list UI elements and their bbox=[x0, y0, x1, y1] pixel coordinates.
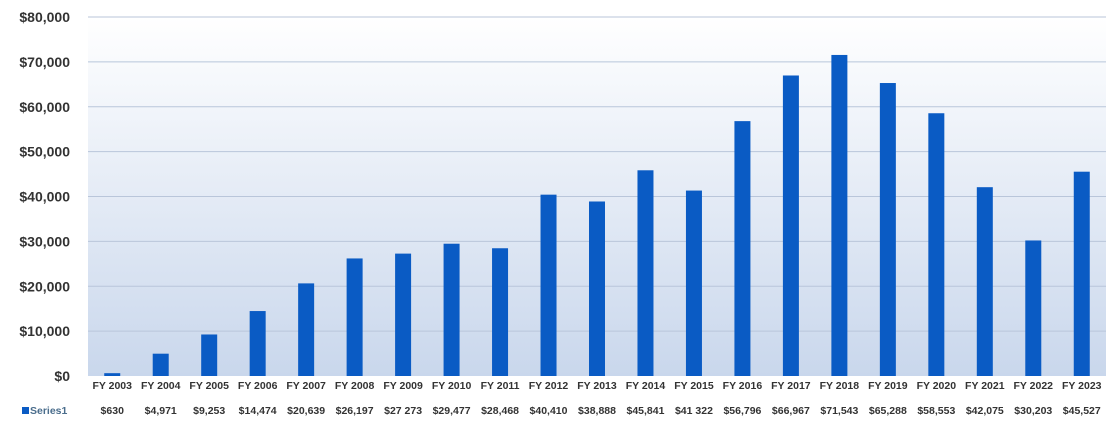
bar bbox=[298, 283, 315, 376]
y-tick-label: $10,000 bbox=[19, 323, 70, 339]
data-label: $38,888 bbox=[578, 405, 616, 417]
y-tick-label: $0 bbox=[54, 368, 70, 384]
bar bbox=[152, 353, 169, 376]
y-axis: $0 $10,000 $20,000 $30,000 $40,000 $50,000 $60… bbox=[19, 9, 70, 384]
bar bbox=[492, 248, 509, 376]
x-tick-label: FY 2019 bbox=[868, 380, 908, 392]
data-label: $41 322 bbox=[675, 405, 713, 417]
data-label: $30,203 bbox=[1014, 405, 1052, 417]
bar bbox=[104, 373, 121, 376]
bar bbox=[831, 54, 848, 377]
x-tick-label: FY 2023 bbox=[1062, 380, 1102, 392]
bars bbox=[104, 54, 1090, 377]
legend: Series1 bbox=[22, 405, 68, 417]
data-label: $45,841 bbox=[626, 405, 664, 417]
data-label: $65,288 bbox=[869, 405, 907, 417]
bar bbox=[395, 253, 412, 376]
bar bbox=[928, 113, 945, 377]
data-label: $630 bbox=[101, 405, 125, 417]
bar bbox=[540, 194, 557, 376]
x-tick-label: FY 2014 bbox=[626, 380, 666, 392]
y-tick-label: $70,000 bbox=[19, 54, 70, 70]
x-tick-label: FY 2021 bbox=[965, 380, 1005, 392]
legend-swatch bbox=[22, 407, 29, 414]
x-tick-label: FY 2010 bbox=[432, 380, 472, 392]
y-tick-label: $60,000 bbox=[19, 99, 70, 115]
x-tick-label: FY 2017 bbox=[771, 380, 811, 392]
data-label: $28,468 bbox=[481, 405, 519, 417]
data-label: $27 273 bbox=[384, 405, 422, 417]
data-label: $4,971 bbox=[145, 405, 177, 417]
data-label: $26,197 bbox=[336, 405, 374, 417]
x-tick-label: FY 2006 bbox=[238, 380, 278, 392]
x-tick-label: FY 2008 bbox=[335, 380, 375, 392]
x-tick-label: FY 2005 bbox=[189, 380, 229, 392]
data-label: $71,543 bbox=[820, 405, 858, 417]
x-tick-label: FY 2003 bbox=[92, 380, 132, 392]
x-axis: FY 2003 FY 2004 FY 2005 FY 2006 FY 2007 FY 20… bbox=[92, 380, 1101, 392]
data-label: $14,474 bbox=[239, 405, 277, 417]
x-tick-label: FY 2004 bbox=[141, 380, 181, 392]
bar bbox=[443, 243, 460, 376]
legend-series-name: Series1 bbox=[30, 405, 68, 417]
bar bbox=[1025, 240, 1042, 376]
bar bbox=[637, 170, 654, 376]
data-label: $56,796 bbox=[723, 405, 761, 417]
x-tick-label: FY 2011 bbox=[481, 380, 520, 392]
y-tick-label: $20,000 bbox=[19, 278, 70, 294]
x-tick-label: FY 2018 bbox=[820, 380, 860, 392]
bar bbox=[976, 187, 993, 376]
bar bbox=[685, 190, 702, 376]
y-tick-label: $30,000 bbox=[19, 233, 70, 249]
x-tick-label: FY 2022 bbox=[1014, 380, 1054, 392]
data-table-row: $630 $4,971 $9,253 $14,474 $20,639 $26,197 $27… bbox=[101, 405, 1101, 417]
x-tick-label: FY 2009 bbox=[383, 380, 423, 392]
x-tick-label: FY 2020 bbox=[917, 380, 957, 392]
data-label: $29,477 bbox=[433, 405, 471, 417]
y-tick-label: $50,000 bbox=[19, 144, 70, 160]
x-tick-label: FY 2007 bbox=[286, 380, 326, 392]
y-tick-label: $40,000 bbox=[19, 189, 70, 205]
bar bbox=[249, 311, 266, 376]
data-label: $20,639 bbox=[287, 405, 325, 417]
data-label: $42,075 bbox=[966, 405, 1004, 417]
data-label: $66,967 bbox=[772, 405, 810, 417]
x-tick-label: FY 2012 bbox=[529, 380, 569, 392]
data-label: $45,527 bbox=[1063, 405, 1101, 417]
bar bbox=[879, 83, 896, 376]
bar bbox=[1073, 171, 1090, 376]
data-label: $58,553 bbox=[917, 405, 955, 417]
bar bbox=[734, 121, 751, 376]
bar bbox=[589, 201, 605, 376]
x-tick-label: FY 2013 bbox=[577, 380, 617, 392]
data-label: $40,410 bbox=[530, 405, 568, 417]
bar bbox=[346, 258, 363, 376]
data-label: $9,253 bbox=[193, 405, 225, 417]
bar bbox=[782, 75, 799, 376]
x-tick-label: FY 2016 bbox=[723, 380, 763, 392]
bar bbox=[201, 334, 218, 376]
x-tick-label: FY 2015 bbox=[674, 380, 714, 392]
y-tick-label: $80,000 bbox=[19, 9, 70, 25]
